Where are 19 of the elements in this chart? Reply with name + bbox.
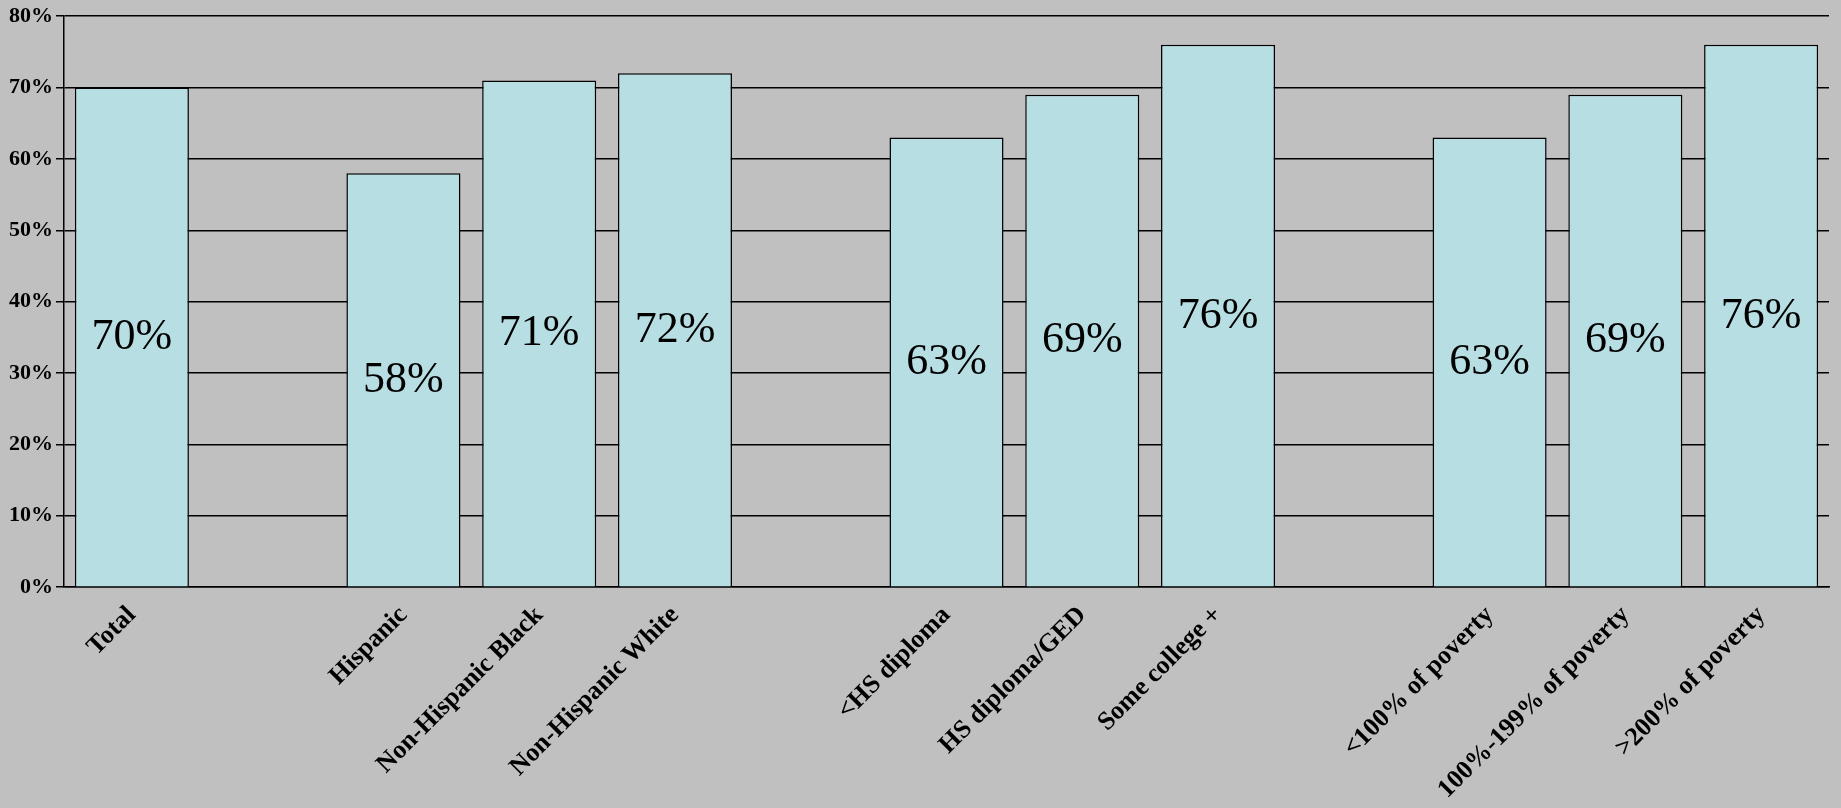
y-tick-label: 10%: [9, 501, 53, 527]
y-tick-label: 30%: [9, 358, 53, 384]
y-tick-label: 50%: [9, 215, 53, 241]
data-label: 58%: [363, 352, 444, 402]
data-label: 63%: [1449, 334, 1530, 384]
y-tick-label: 0%: [20, 572, 53, 598]
y-tick-label: 60%: [9, 144, 53, 170]
data-label: 71%: [498, 306, 580, 356]
y-tick-label: 20%: [9, 430, 53, 456]
y-tick-label: 70%: [9, 73, 53, 99]
data-label: 76%: [1177, 288, 1259, 338]
data-label: 72%: [634, 302, 716, 352]
data-label: 76%: [1720, 288, 1802, 338]
data-label: 69%: [1041, 313, 1123, 363]
y-tick-label: 40%: [9, 287, 53, 313]
data-label: 63%: [906, 334, 987, 384]
data-label: 70%: [91, 309, 173, 359]
data-label: 69%: [1585, 313, 1666, 363]
y-tick-label: 80%: [9, 1, 53, 27]
